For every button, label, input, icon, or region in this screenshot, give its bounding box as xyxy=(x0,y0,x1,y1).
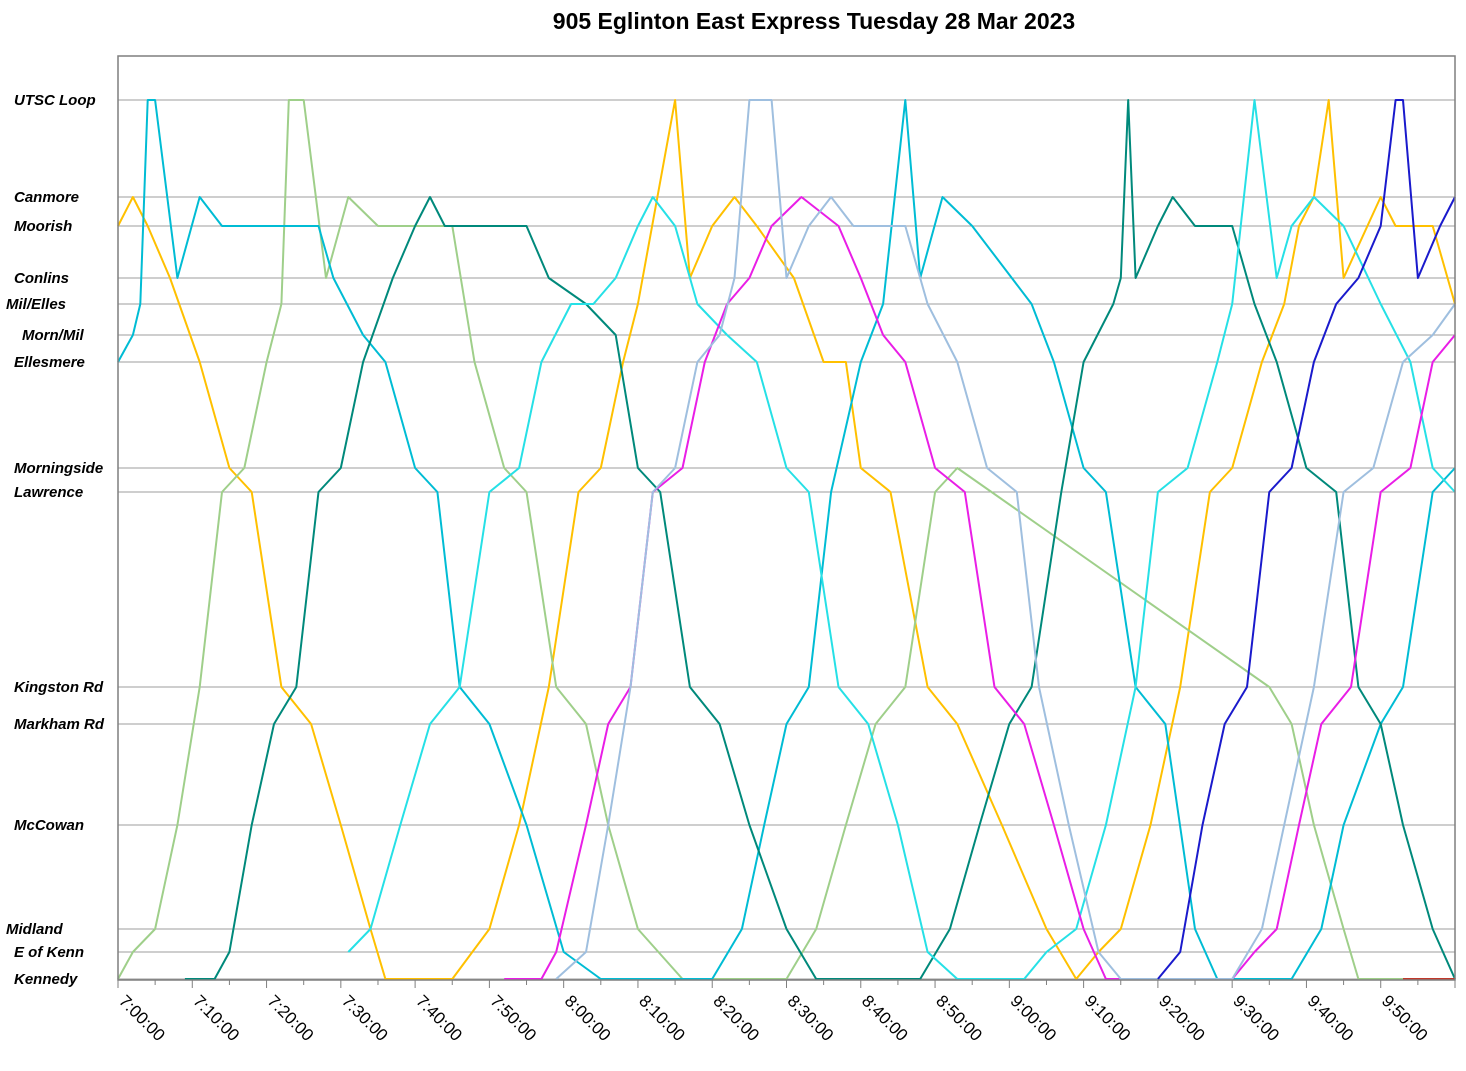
stop-label: Midland xyxy=(6,921,63,938)
series-lines xyxy=(117,99,1456,980)
grid-lines xyxy=(118,99,1455,980)
series-line-1 xyxy=(117,99,1456,980)
stop-label: Moorish xyxy=(14,218,72,235)
stop-labels: UTSC Loop Canmore Moorish Conlins Mil/Elles M… xyxy=(6,92,105,988)
x-tick-label: 9:20:00 xyxy=(1155,991,1209,1045)
stop-label: UTSC Loop xyxy=(14,92,96,109)
stop-label: Ellesmere xyxy=(14,354,85,371)
x-tick-label: 7:10:00 xyxy=(189,991,243,1045)
x-tick-label: 9:50:00 xyxy=(1378,991,1432,1045)
x-tick-label: 8:40:00 xyxy=(858,991,912,1045)
stop-label: Canmore xyxy=(14,189,79,206)
stop-label: Kennedy xyxy=(14,971,78,988)
series-line-6 xyxy=(504,196,1456,980)
x-tick-label: 7:00:00 xyxy=(115,991,169,1045)
x-tick-label: 7:30:00 xyxy=(338,991,392,1045)
stop-label: Morn/Mil xyxy=(22,327,84,344)
plot-frame xyxy=(117,55,1456,981)
stop-label: E of Kenn xyxy=(14,944,84,961)
series-line-7 xyxy=(555,99,1456,980)
x-tick-label: 8:50:00 xyxy=(932,991,986,1045)
x-tick-label: 9:00:00 xyxy=(1007,991,1061,1045)
x-tick-label: 8:20:00 xyxy=(709,991,763,1045)
series-line-2 xyxy=(117,99,1455,980)
series-line-4 xyxy=(184,99,1456,980)
x-tick-label: 7:50:00 xyxy=(487,991,541,1045)
stop-label: Kingston Rd xyxy=(14,679,104,696)
chart-title: 905 Eglinton East Express Tuesday 28 Mar… xyxy=(552,8,1076,34)
x-tick-label: 9:30:00 xyxy=(1229,991,1283,1045)
series-line-3 xyxy=(117,99,1456,980)
stop-label: Lawrence xyxy=(14,484,83,501)
x-tick-label: 9:40:00 xyxy=(1304,991,1358,1045)
x-tick-label: 7:20:00 xyxy=(264,991,318,1045)
stop-label: McCowan xyxy=(14,817,84,834)
series-line-8 xyxy=(1157,99,1456,980)
stop-label: Markham Rd xyxy=(14,716,105,733)
stop-label: Morningside xyxy=(14,460,103,477)
x-tick-label: 8:10:00 xyxy=(635,991,689,1045)
series-line-5 xyxy=(347,99,1456,980)
x-ticks: 7:00:00 7:10:00 7:20:00 7:30:00 7:40:00 7:50:… xyxy=(115,980,1456,1045)
stop-label: Conlins xyxy=(14,270,69,287)
stop-label: Mil/Elles xyxy=(6,296,66,313)
x-tick-label: 9:10:00 xyxy=(1081,991,1135,1045)
x-tick-label: 7:40:00 xyxy=(412,991,466,1045)
x-tick-label: 8:00:00 xyxy=(561,991,615,1045)
x-tick-label: 8:30:00 xyxy=(784,991,838,1045)
